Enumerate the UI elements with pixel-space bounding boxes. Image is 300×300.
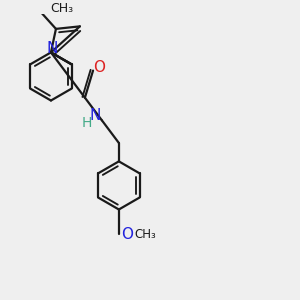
Text: H: H — [82, 116, 92, 130]
Text: N: N — [89, 108, 100, 123]
Text: CH₃: CH₃ — [134, 229, 156, 242]
Text: O: O — [122, 227, 134, 242]
Text: CH₃: CH₃ — [50, 2, 73, 15]
Text: O: O — [93, 60, 105, 75]
Text: N: N — [47, 41, 58, 56]
